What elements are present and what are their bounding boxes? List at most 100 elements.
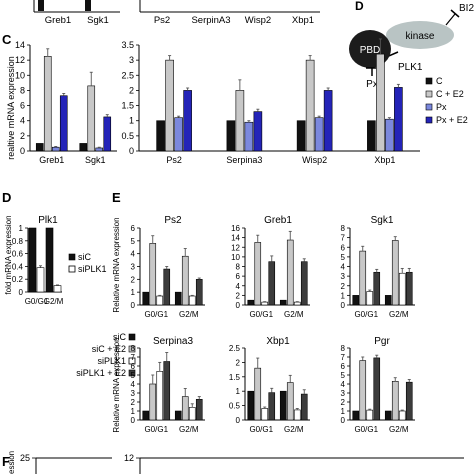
kinase-domain	[386, 21, 454, 49]
legend-swatch-px	[425, 103, 433, 111]
y-tick-label: 1	[236, 387, 241, 396]
x-tick-label: G0/G1	[354, 310, 378, 319]
chart-e-xbp1: 0 0.5 1 1.5 2 2.5 G0/G1 G2/M	[229, 344, 310, 434]
y-tick-label: 6	[131, 224, 136, 233]
x-tick-label: Sgk1	[85, 155, 106, 165]
bar	[163, 361, 171, 421]
y-tick-label: 16	[231, 224, 240, 233]
legend-label-siplk1-d: siPLK1	[78, 264, 107, 274]
panel-c-legend: C C + E2 Px Px + E2	[425, 76, 468, 125]
bar	[293, 301, 301, 306]
x-tick-label: G2/M	[179, 425, 199, 434]
px-label: Px	[366, 79, 378, 90]
inhibitor-line	[445, 13, 456, 26]
panel-e-title-greb1: Greb1	[264, 215, 292, 226]
bar	[183, 90, 192, 152]
bar	[373, 357, 381, 421]
y-tick-label: 5	[131, 237, 136, 246]
y-tick-label: 4	[341, 380, 346, 389]
chart-c-left: 0 2 4 6 8 10 12 14 Greb1 Sgk1	[15, 40, 117, 165]
x-tick-label: Greb1	[39, 155, 64, 165]
bar	[156, 120, 165, 152]
x-tick-label: G0/G1	[144, 310, 168, 319]
bar	[300, 393, 308, 421]
legend-swatch-siplk1-e	[128, 357, 136, 365]
y-tick-label: 1	[131, 288, 136, 297]
y-tick-label: 1	[129, 116, 134, 126]
panel-d-ylabel: fold mRNA expression	[4, 215, 13, 294]
y-tick-label: 1	[341, 291, 346, 300]
bar	[293, 409, 301, 421]
y-tick-label: 2	[236, 358, 241, 367]
bar	[174, 410, 182, 421]
y-tick-label: 12	[15, 55, 25, 65]
panel-e-title-xbp1: Xbp1	[266, 336, 290, 347]
y-tick-label: 0.5	[229, 402, 241, 411]
x-tick-label: Serpina3	[226, 155, 262, 165]
bar	[235, 90, 245, 152]
bar	[247, 390, 255, 421]
y-tick-label: 7	[341, 234, 346, 243]
x-tick-label: G2/M	[389, 425, 409, 434]
bar	[43, 56, 52, 152]
y-tick-label: 0	[131, 301, 136, 310]
y-tick-label: 4	[236, 282, 241, 291]
bar	[181, 255, 189, 306]
y-tick-label: 10	[231, 253, 240, 262]
legend-swatch-sic-d	[68, 253, 76, 261]
panel-e-title-serpina3: Serpina3	[153, 336, 193, 347]
y-tick-label: 1.5	[229, 373, 241, 382]
x-tick-label: G2/M	[389, 310, 409, 319]
top-strip-bar	[85, 0, 91, 11]
x-tick-label: G2/M	[179, 310, 199, 319]
bar	[398, 410, 406, 421]
y-tick-label: 3	[131, 389, 136, 398]
y-tick-label: 7	[131, 353, 136, 362]
panel-letter-f: F	[2, 454, 10, 469]
y-tick-label: 0.5	[121, 131, 134, 141]
bar	[279, 299, 287, 306]
y-tick-label: 2	[129, 85, 134, 95]
bar	[188, 295, 196, 306]
top-strip: Greb1 Sgk1 Ps2 SerpinA3 Wisp2 Xbp1	[33, 0, 320, 26]
y-tick-label: 2	[341, 282, 346, 291]
y-tick-label: 6	[131, 362, 136, 371]
bar	[366, 409, 374, 421]
bar	[87, 85, 96, 152]
bar	[352, 295, 360, 306]
bar	[253, 111, 263, 152]
panel-e-ylabel-top: Relative mRNA expression	[112, 217, 121, 312]
y-tick-label: 12	[231, 243, 240, 252]
y-tick-label: 0.6	[12, 250, 24, 259]
bar	[405, 271, 413, 306]
x-tick-label: G2/M	[44, 297, 64, 306]
y-tick-label: 3	[341, 389, 346, 398]
y-tick-label: 14	[231, 234, 240, 243]
y-tick-label: 8	[341, 344, 346, 353]
panel-d-title: Plk1	[38, 215, 58, 226]
y-tick-label: 1	[341, 407, 346, 416]
x-tick-label: G0/G1	[249, 425, 273, 434]
legend-swatch-c	[425, 77, 433, 85]
bar	[385, 118, 394, 152]
y-tick-label: 5	[131, 371, 136, 380]
bar	[391, 240, 399, 306]
bar	[367, 120, 376, 152]
y-tick-label: 10	[15, 70, 25, 80]
legend-swatch-px-e2	[425, 116, 433, 124]
y-tick-label: 3	[341, 272, 346, 281]
bar	[352, 410, 360, 421]
bar	[103, 116, 112, 152]
bar	[174, 117, 183, 152]
y-tick-label: 4	[131, 250, 136, 259]
y-tick-label: 1	[19, 224, 24, 233]
y-tick-label: 8	[131, 344, 136, 353]
plk1-label: PLK1	[398, 62, 423, 73]
y-tick-label: 7	[341, 353, 346, 362]
panel-e-title-pgr: Pgr	[374, 336, 390, 347]
bar	[359, 360, 367, 421]
bar	[394, 87, 403, 152]
x-tick-label: G2/M	[284, 310, 304, 319]
